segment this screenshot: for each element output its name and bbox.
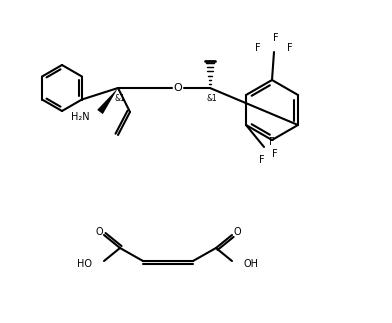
Text: &1: &1: [207, 93, 218, 102]
Text: HO: HO: [77, 259, 92, 269]
Text: F: F: [255, 43, 261, 53]
Text: F: F: [287, 43, 293, 53]
Text: O: O: [174, 83, 182, 93]
Text: O: O: [233, 227, 241, 237]
Text: F: F: [269, 137, 275, 147]
Text: OH: OH: [244, 259, 259, 269]
Text: O: O: [95, 227, 103, 237]
Text: &1: &1: [114, 93, 125, 102]
Text: H₂N: H₂N: [71, 112, 90, 122]
Text: F: F: [273, 33, 279, 43]
Polygon shape: [97, 88, 118, 114]
Text: F: F: [259, 155, 265, 165]
Text: F: F: [272, 149, 278, 159]
